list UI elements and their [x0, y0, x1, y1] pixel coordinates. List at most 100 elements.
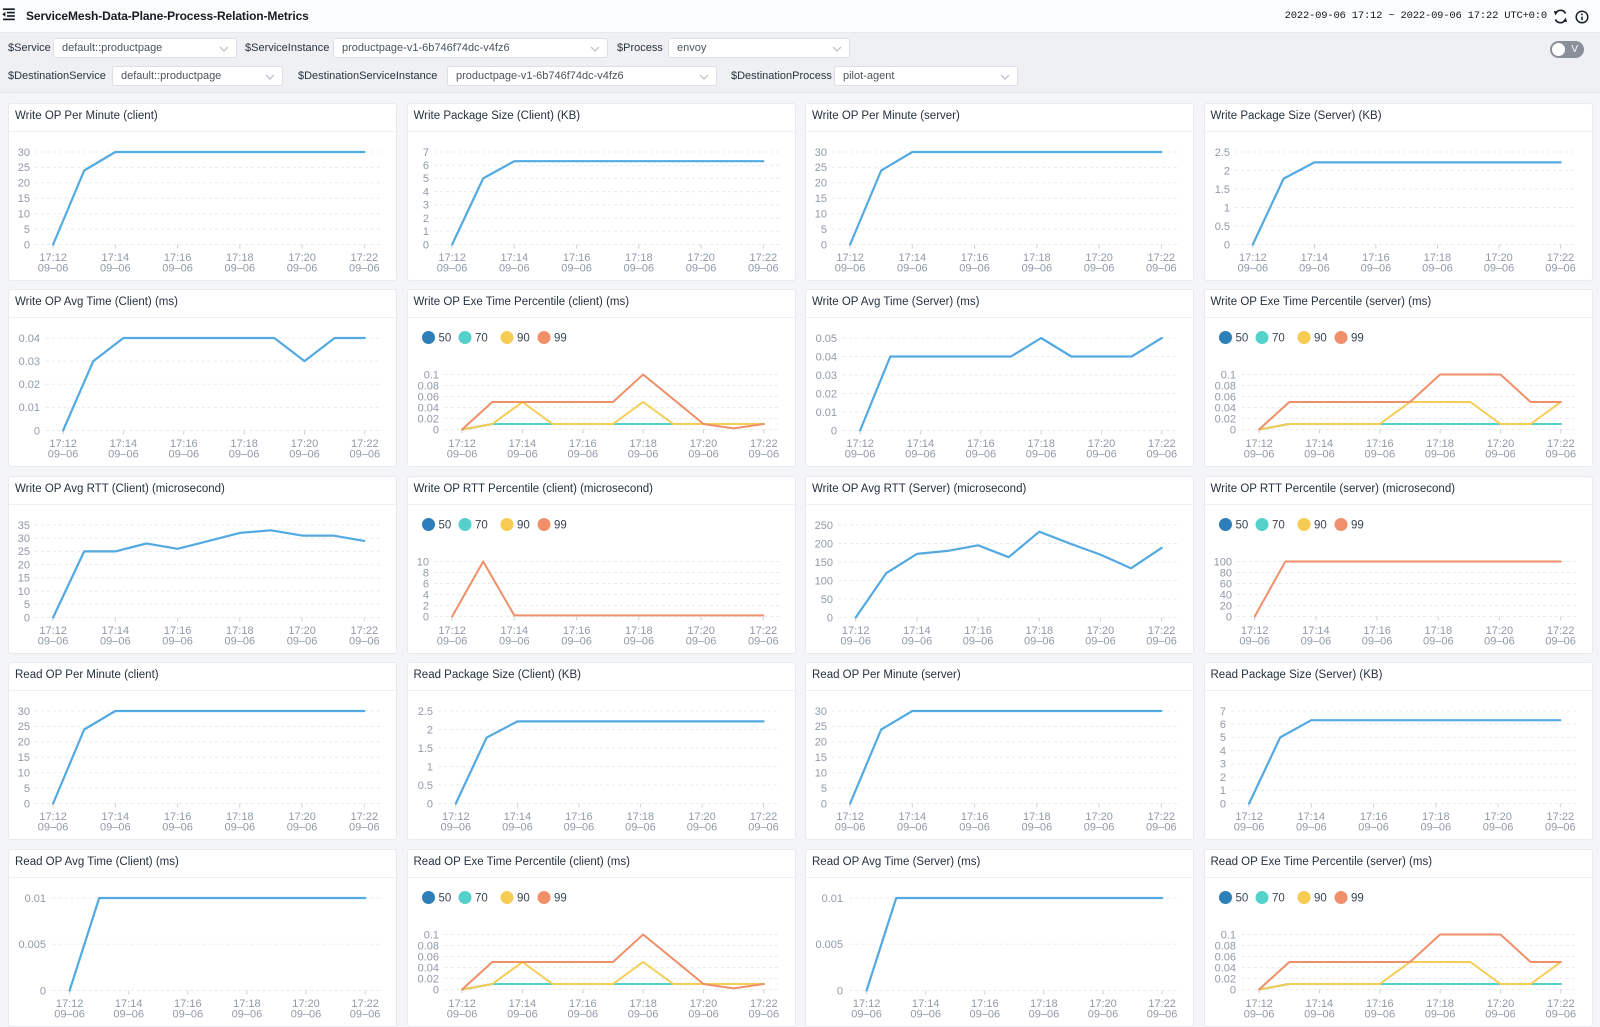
svg-text:17:14: 17:14	[899, 811, 927, 823]
svg-text:0: 0	[24, 798, 30, 810]
svg-text:0.02: 0.02	[1214, 973, 1235, 985]
svg-text:0.01: 0.01	[19, 402, 40, 414]
svg-text:5: 5	[821, 783, 827, 795]
svg-text:09–06: 09–06	[1545, 636, 1576, 648]
svg-text:0.01: 0.01	[25, 893, 46, 905]
svg-text:0.08: 0.08	[417, 940, 438, 952]
svg-text:30: 30	[18, 706, 30, 718]
svg-text:1.5: 1.5	[1214, 184, 1229, 196]
svg-text:09–06: 09–06	[1545, 263, 1576, 275]
svg-text:09–06: 09–06	[1364, 449, 1395, 461]
svg-text:17:18: 17:18	[226, 252, 254, 264]
svg-text:30: 30	[18, 147, 30, 159]
svg-text:2: 2	[422, 213, 428, 225]
svg-text:09–06: 09–06	[1026, 449, 1057, 461]
svg-text:17:18: 17:18	[230, 438, 258, 450]
svg-text:0: 0	[422, 239, 428, 251]
svg-text:30: 30	[18, 533, 30, 545]
svg-text:17:14: 17:14	[110, 438, 138, 450]
svg-text:09–06: 09–06	[625, 822, 656, 834]
svg-text:0.03: 0.03	[816, 370, 837, 382]
svg-text:17:12: 17:12	[1240, 625, 1268, 637]
svg-text:09–06: 09–06	[436, 263, 467, 275]
svg-text:17:22: 17:22	[749, 811, 777, 823]
svg-text:17:16: 17:16	[1359, 811, 1387, 823]
svg-text:09–06: 09–06	[507, 449, 538, 461]
svg-text:09–06: 09–06	[970, 1009, 1001, 1021]
svg-text:50: 50	[1235, 893, 1248, 905]
svg-text:09–06: 09–06	[561, 636, 592, 648]
svg-text:09–06: 09–06	[1299, 263, 1330, 275]
svg-text:17:20: 17:20	[1085, 252, 1113, 264]
svg-text:17:20: 17:20	[1486, 438, 1514, 450]
svg-text:09–06: 09–06	[1233, 822, 1264, 834]
svg-text:09–06: 09–06	[38, 636, 69, 648]
svg-text:17:22: 17:22	[351, 625, 379, 637]
svg-text:09–06: 09–06	[1239, 636, 1270, 648]
svg-text:09–06: 09–06	[905, 449, 936, 461]
svg-text:09–06: 09–06	[1084, 822, 1115, 834]
svg-text:17:20: 17:20	[1484, 811, 1512, 823]
svg-text:09–06: 09–06	[563, 822, 594, 834]
svg-text:90: 90	[1314, 893, 1327, 905]
svg-text:09–06: 09–06	[350, 1009, 381, 1021]
svg-text:0: 0	[1219, 798, 1225, 810]
svg-text:17:12: 17:12	[836, 252, 864, 264]
svg-text:17:12: 17:12	[836, 811, 864, 823]
svg-text:17:14: 17:14	[500, 252, 528, 264]
svg-text:99: 99	[1351, 893, 1364, 905]
svg-text:4: 4	[422, 589, 428, 601]
svg-text:09–06: 09–06	[688, 1009, 719, 1021]
svg-text:17:16: 17:16	[964, 625, 992, 637]
svg-text:25: 25	[18, 162, 30, 174]
svg-text:09–06: 09–06	[1084, 263, 1115, 275]
svg-text:17:20: 17:20	[1087, 625, 1115, 637]
svg-text:0.1: 0.1	[423, 929, 438, 941]
svg-text:17:18: 17:18	[625, 252, 653, 264]
svg-text:15: 15	[815, 752, 827, 764]
svg-text:17:18: 17:18	[1026, 625, 1054, 637]
svg-text:0: 0	[1223, 239, 1229, 251]
svg-text:17:14: 17:14	[500, 625, 528, 637]
svg-text:17:22: 17:22	[1547, 438, 1575, 450]
svg-text:17:20: 17:20	[288, 252, 316, 264]
svg-text:09–06: 09–06	[499, 263, 530, 275]
svg-text:09–06: 09–06	[502, 822, 533, 834]
svg-text:09–06: 09–06	[1361, 636, 1392, 648]
svg-text:09–06: 09–06	[100, 822, 131, 834]
svg-text:17:18: 17:18	[1422, 811, 1450, 823]
svg-text:99: 99	[1351, 520, 1364, 532]
svg-text:17:22: 17:22	[351, 438, 379, 450]
svg-text:09–06: 09–06	[48, 449, 79, 461]
svg-text:2: 2	[1219, 772, 1225, 784]
svg-text:0.04: 0.04	[19, 333, 40, 345]
svg-text:09–06: 09–06	[38, 263, 69, 275]
svg-text:25: 25	[815, 162, 827, 174]
svg-text:09–06: 09–06	[1545, 1009, 1576, 1021]
svg-text:09–06: 09–06	[108, 449, 139, 461]
svg-text:17:22: 17:22	[750, 438, 778, 450]
svg-text:17:20: 17:20	[291, 438, 319, 450]
svg-text:09–06: 09–06	[845, 449, 876, 461]
svg-text:4: 4	[1219, 745, 1225, 757]
svg-text:17:14: 17:14	[102, 811, 130, 823]
svg-text:0.005: 0.005	[18, 939, 46, 951]
svg-text:0: 0	[432, 424, 438, 436]
svg-text:0.02: 0.02	[1214, 413, 1235, 425]
svg-text:0: 0	[837, 985, 843, 997]
svg-text:17:22: 17:22	[351, 252, 379, 264]
svg-text:17:12: 17:12	[49, 438, 77, 450]
svg-text:09–06: 09–06	[1545, 449, 1576, 461]
svg-text:17:14: 17:14	[508, 438, 536, 450]
svg-text:90: 90	[517, 333, 530, 345]
svg-text:20: 20	[18, 559, 30, 571]
svg-text:09–06: 09–06	[1237, 263, 1268, 275]
svg-text:8: 8	[422, 567, 428, 579]
svg-text:17:20: 17:20	[1485, 625, 1513, 637]
svg-text:17:18: 17:18	[1023, 252, 1051, 264]
svg-text:0.04: 0.04	[1214, 962, 1235, 974]
svg-text:09–06: 09–06	[100, 263, 131, 275]
svg-text:09–06: 09–06	[162, 822, 193, 834]
svg-text:17:22: 17:22	[1546, 811, 1574, 823]
svg-text:1: 1	[1223, 202, 1229, 214]
